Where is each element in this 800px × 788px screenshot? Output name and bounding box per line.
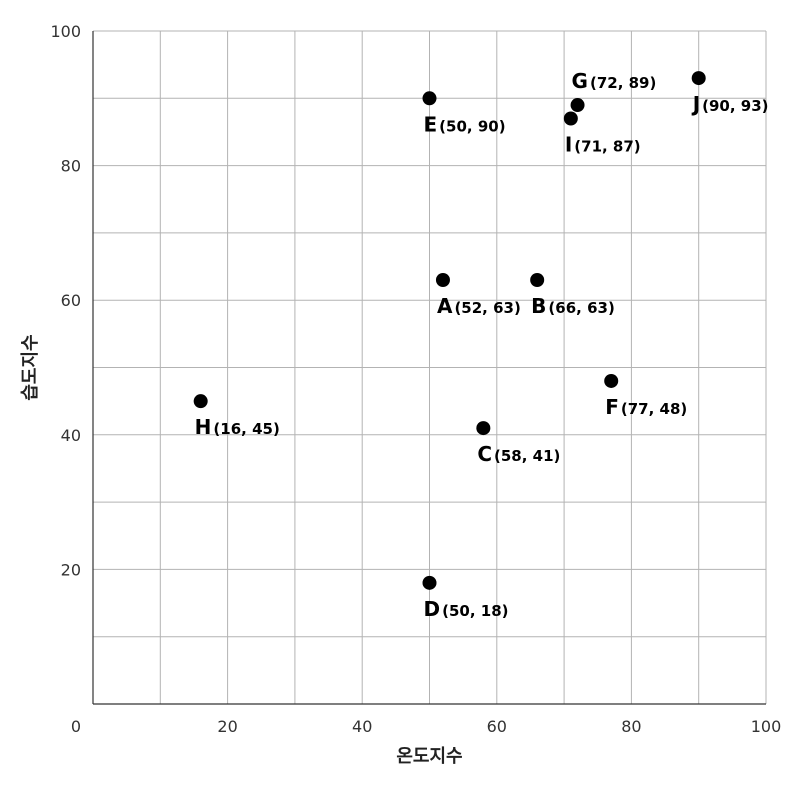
point-label-d: D (50, 18): [424, 597, 509, 621]
point-name: F: [605, 395, 619, 419]
point-name: J: [691, 92, 700, 116]
point-label-f: F (77, 48): [605, 395, 687, 419]
data-point-f: [604, 373, 619, 388]
point-coords: (50, 18): [442, 602, 508, 620]
data-point-b: [530, 273, 545, 288]
data-point-c: [476, 421, 491, 436]
y-tick-label: 100: [50, 22, 81, 41]
point-label-c: C (58, 41): [477, 442, 560, 466]
point-name: C: [477, 442, 492, 466]
data-points: A (52, 63) B (66, 63)C (58, 41)D (50, 18)E (50…: [193, 69, 769, 621]
tick-labels: 0 20 40 60 80 100 20 40 60 80 100: [50, 22, 781, 736]
x-tick-label: 20: [217, 717, 237, 736]
y-tick-label: 20: [61, 560, 81, 579]
point-coords: (16, 45): [213, 420, 279, 438]
point-coords: (52, 63): [454, 299, 520, 317]
point-name: B: [531, 294, 546, 318]
point-name: H: [195, 415, 212, 439]
data-point-j: [691, 71, 706, 86]
point-label-g: G (72, 89): [572, 69, 657, 93]
y-tick-label: 40: [61, 426, 81, 445]
axes: [92, 31, 766, 705]
y-tick-label: 80: [61, 157, 81, 176]
data-point-h: [193, 394, 208, 409]
point-coords: (90, 93): [702, 97, 768, 115]
point-coords: (58, 41): [494, 447, 560, 465]
point-label-a: A (52, 63): [437, 294, 521, 318]
point-label-h: H (16, 45): [195, 415, 280, 439]
data-point-a: [435, 273, 450, 288]
point-coords: (66, 63): [548, 299, 614, 317]
data-point-e: [422, 91, 437, 106]
point-label-i: I (71, 87): [565, 132, 641, 156]
x-tick-label: 0: [71, 717, 81, 736]
point-coords: (50, 90): [439, 117, 505, 135]
x-tick-label: 40: [352, 717, 372, 736]
x-tick-label: 80: [621, 717, 641, 736]
point-label-e: E (50, 90): [424, 112, 506, 136]
point-name: D: [424, 597, 441, 621]
point-label-j: J (90, 93): [691, 92, 769, 116]
point-coords: (71, 87): [574, 137, 640, 155]
data-point-i: [563, 111, 578, 126]
y-axis-title: 습도지수: [20, 334, 41, 400]
x-tick-label: 100: [751, 717, 782, 736]
x-axis-title: 온도지수: [396, 746, 462, 767]
point-coords: (72, 89): [590, 74, 656, 92]
data-point-d: [422, 575, 437, 590]
data-point-g: [570, 98, 585, 113]
point-name: E: [424, 112, 438, 136]
point-label-b: B (66, 63): [531, 294, 615, 318]
point-name: A: [437, 294, 453, 318]
point-coords: (77, 48): [621, 400, 687, 418]
x-tick-label: 60: [487, 717, 507, 736]
point-name: I: [565, 132, 572, 156]
point-name: G: [572, 69, 588, 93]
y-tick-label: 60: [61, 291, 81, 310]
